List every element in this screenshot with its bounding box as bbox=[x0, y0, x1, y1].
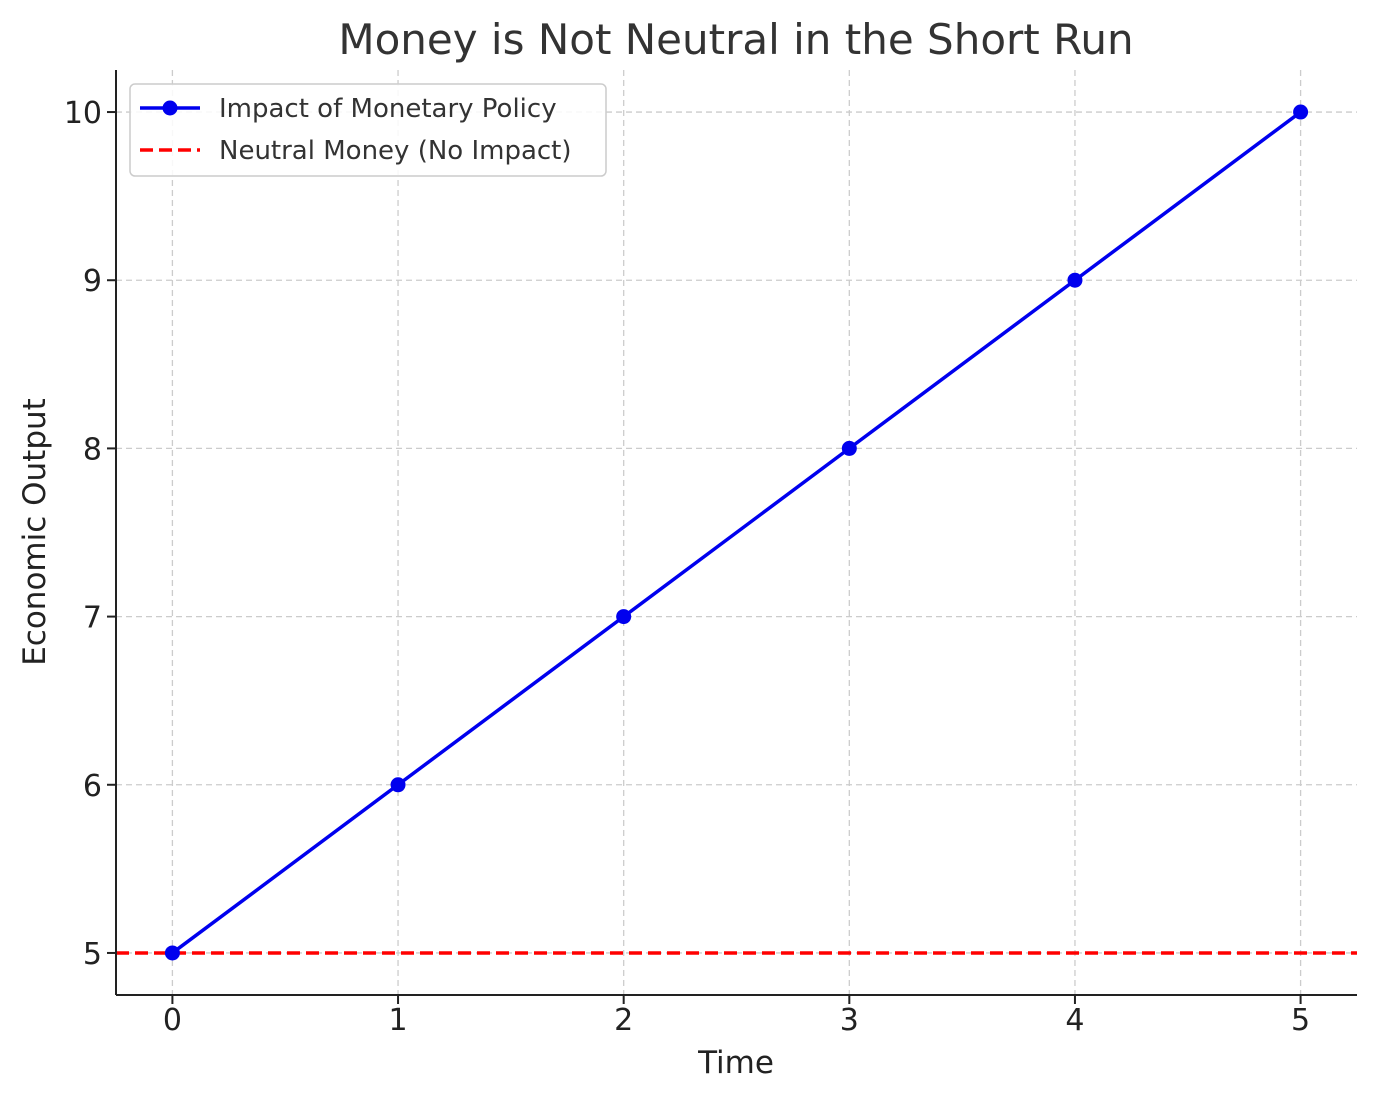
x-tick-label: 4 bbox=[1065, 1003, 1084, 1038]
x-tick-label: 0 bbox=[163, 1003, 182, 1038]
legend: Impact of Monetary Policy Neutral Money … bbox=[129, 83, 607, 177]
legend-label-neutral: Neutral Money (No Impact) bbox=[219, 136, 572, 166]
grid bbox=[116, 70, 1357, 995]
x-tick-label: 5 bbox=[1291, 1003, 1310, 1038]
data-point bbox=[616, 609, 632, 625]
x-tick-label: 2 bbox=[614, 1003, 633, 1038]
legend-label-policy: Impact of Monetary Policy bbox=[219, 94, 557, 124]
series bbox=[164, 104, 1309, 961]
y-tick-label: 10 bbox=[64, 96, 102, 131]
y-tick-label: 7 bbox=[83, 601, 102, 636]
y-axis-label: Economic Output bbox=[17, 398, 53, 666]
data-point bbox=[841, 440, 857, 456]
monetary-policy-line bbox=[171, 110, 1302, 955]
data-point bbox=[390, 777, 406, 793]
x-tick-label: 1 bbox=[388, 1003, 407, 1038]
axes bbox=[115, 70, 1357, 996]
y-tick-label: 6 bbox=[83, 769, 102, 804]
x-ticks: 0 1 2 3 4 5 bbox=[163, 995, 1310, 1038]
chart-title: Money is Not Neutral in the Short Run bbox=[338, 15, 1133, 64]
y-tick-label: 8 bbox=[83, 432, 102, 467]
y-tick-label: 9 bbox=[83, 264, 102, 299]
legend-box bbox=[129, 83, 607, 177]
data-point bbox=[1067, 272, 1083, 288]
x-tick-label: 3 bbox=[840, 1003, 859, 1038]
data-point bbox=[1293, 104, 1309, 120]
y-ticks: 5 6 7 8 9 10 bbox=[64, 96, 116, 972]
x-axis-label: Time bbox=[697, 1045, 774, 1081]
data-point bbox=[164, 945, 180, 961]
legend-marker-policy bbox=[162, 100, 178, 116]
y-tick-label: 5 bbox=[83, 937, 102, 972]
